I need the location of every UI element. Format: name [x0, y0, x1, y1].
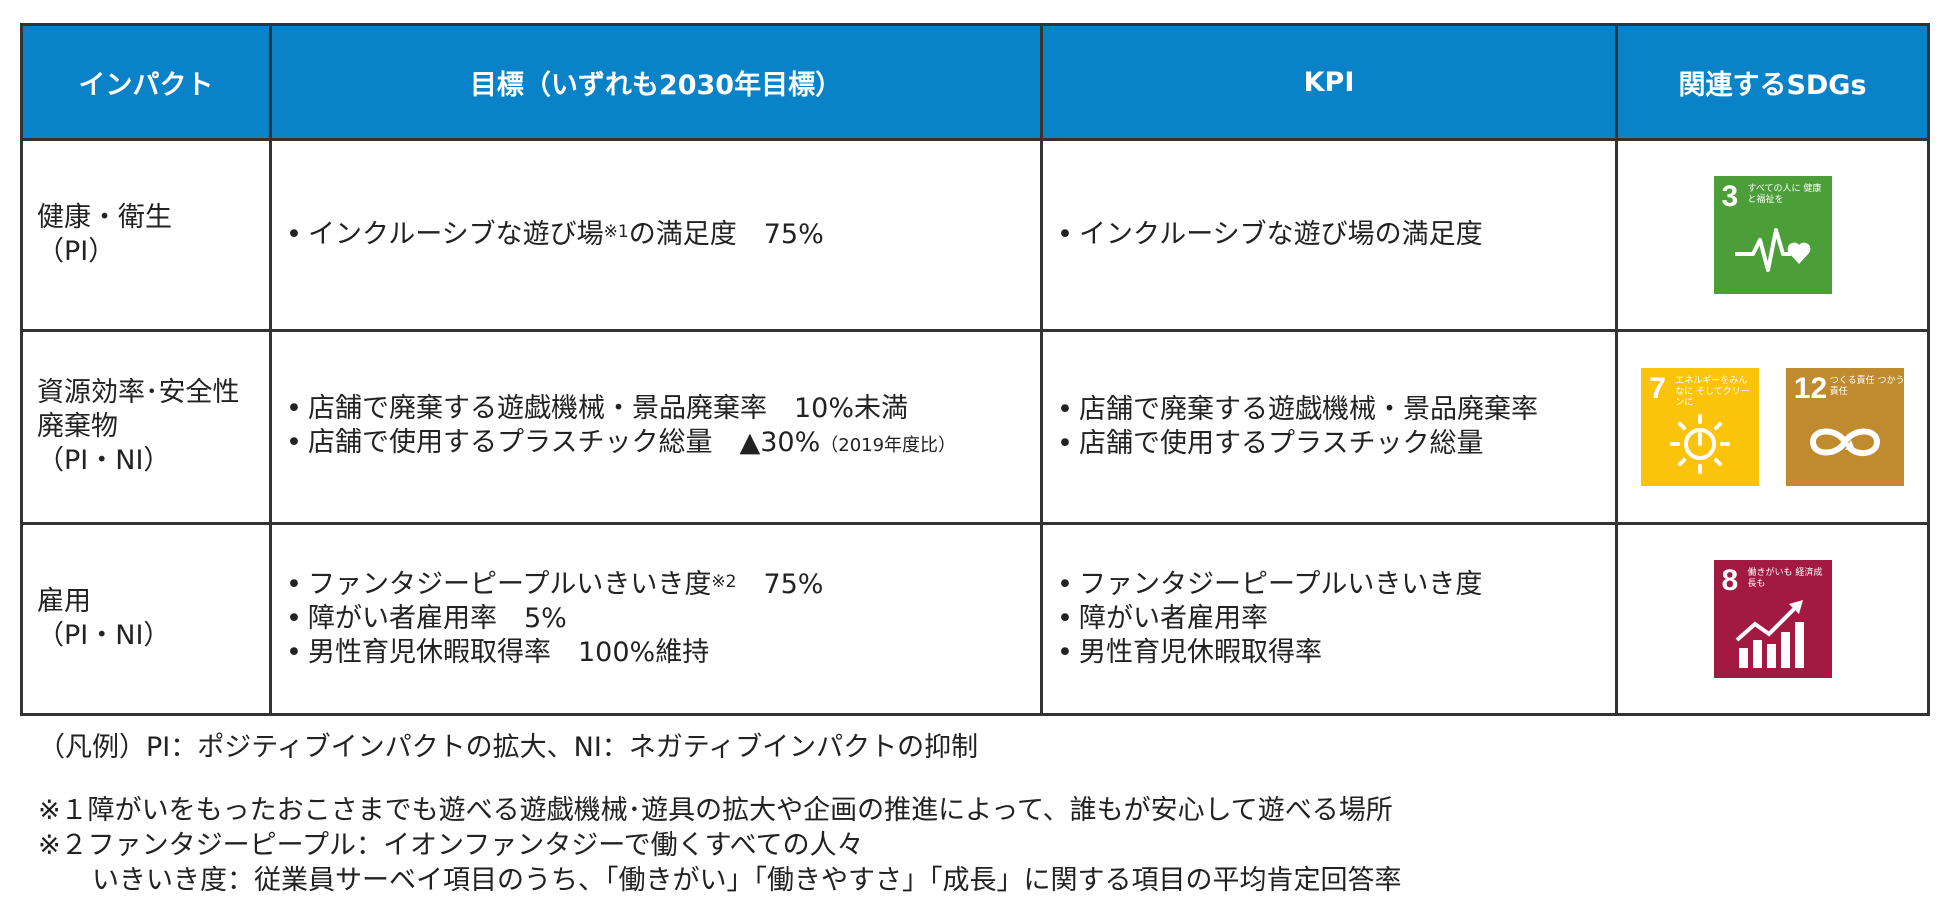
- goal-item: インクルーシブな遊び場※1の満足度 75%: [286, 218, 1026, 252]
- kpi-item: インクルーシブな遊び場の満足度: [1057, 218, 1601, 252]
- impact-cell: 資源効率･安全性 廃棄物 （PI・NI）: [20, 329, 272, 525]
- table-row: 健康・衛生 （PI） インクルーシブな遊び場※1の満足度 75% インクルーシブ…: [20, 138, 1930, 332]
- kpi-item: 店舗で使用するプラスチック総量: [1057, 427, 1601, 461]
- footnote-1: ※１障がいをもったおこさまでも遊べる遊戯機械･遊具の拡大や企画の推進によって、誰…: [38, 795, 1393, 826]
- sun-power-icon: [1670, 414, 1731, 474]
- kpi-item: 男性育児休暇取得率: [1057, 636, 1601, 670]
- goal-item: 男性育児休暇取得率 100%維持: [286, 636, 1026, 670]
- sdg-cell: 3 すべての人に 健康と福祉を: [1615, 138, 1930, 332]
- table-row: 資源効率･安全性 廃棄物 （PI・NI） 店舗で廃棄する遊戯機械・景品廃棄率 1…: [20, 329, 1930, 525]
- table-row: 雇用 （PI・NI） ファンタジーピープルいきいき度※2 75% 障がい者雇用率…: [20, 522, 1930, 716]
- sdg-8-tile: 8 働きがいも 経済成長も: [1713, 560, 1832, 678]
- sdg-cell: 7 エネルギーをみんなに そしてクリーンに 12: [1615, 329, 1930, 525]
- goal-cell: インクルーシブな遊び場※1の満足度 75%: [269, 138, 1043, 332]
- impact-cell: 雇用 （PI・NI）: [20, 522, 272, 716]
- goal-item: 店舗で使用するプラスチック総量 ▲30%（2019年度比）: [286, 426, 1026, 463]
- footnote-2: ※２ファンタジーピープル：イオンファンタジーで働くすべての人々: [38, 830, 864, 861]
- kpi-cell: インクルーシブな遊び場の満足度: [1040, 138, 1618, 332]
- kpi-cell: 店舗で廃棄する遊戯機械・景品廃棄率 店舗で使用するプラスチック総量: [1040, 329, 1618, 525]
- goal-item: 店舗で廃棄する遊戯機械・景品廃棄率 10%未満: [286, 392, 1026, 426]
- kpi-cell: ファンタジーピープルいきいき度 障がい者雇用率 男性育児休暇取得率: [1040, 522, 1618, 716]
- header-sdgs: 関連するSDGs: [1615, 23, 1930, 141]
- legend-note: （凡例）PI：ポジティブインパクトの拡大、NI：ネガティブインパクトの抑制: [38, 732, 979, 763]
- footnote-2-detail: いきいき度：従業員サーベイ項目のうち、「働きがい」「働きやすさ」「成長」に関する…: [92, 865, 1402, 896]
- sdg-cell: 8 働きがいも 経済成長も: [1615, 522, 1930, 716]
- impact-cell: 健康・衛生 （PI）: [20, 138, 272, 332]
- infinity-icon: [1809, 428, 1880, 456]
- kpi-item: 障がい者雇用率: [1057, 602, 1601, 636]
- impact-kpi-table: インパクト 目標（いずれも2030年目標） KPI 関連するSDGs 健康・衛生…: [20, 23, 1930, 716]
- header-goal: 目標（いずれも2030年目標）: [269, 23, 1043, 141]
- goal-cell: 店舗で廃棄する遊戯機械・景品廃棄率 10%未満 店舗で使用するプラスチック総量 …: [269, 329, 1043, 525]
- sdg-7-tile: 7 エネルギーをみんなに そしてクリーンに: [1641, 368, 1760, 486]
- footnotes: （凡例）PI：ポジティブインパクトの拡大、NI：ネガティブインパクトの抑制 ※１…: [38, 730, 1402, 898]
- kpi-item: ファンタジーピープルいきいき度: [1057, 568, 1601, 602]
- header-impact: インパクト: [20, 23, 272, 141]
- goal-item: ファンタジーピープルいきいき度※2 75%: [286, 568, 1026, 602]
- kpi-item: 店舗で廃棄する遊戯機械・景品廃棄率: [1057, 393, 1601, 427]
- goal-cell: ファンタジーピープルいきいき度※2 75% 障がい者雇用率 5% 男性育児休暇取…: [269, 522, 1043, 716]
- sdg-12-tile: 12 つくる責任 つかう責任: [1785, 368, 1904, 486]
- goal-item: 障がい者雇用率 5%: [286, 602, 1026, 636]
- sdg-3-tile: 3 すべての人に 健康と福祉を: [1713, 176, 1832, 294]
- header-row: インパクト 目標（いずれも2030年目標） KPI 関連するSDGs: [20, 23, 1930, 141]
- growth-chart-icon: [1735, 600, 1804, 668]
- heartbeat-icon: [1734, 228, 1810, 272]
- header-kpi: KPI: [1040, 23, 1618, 141]
